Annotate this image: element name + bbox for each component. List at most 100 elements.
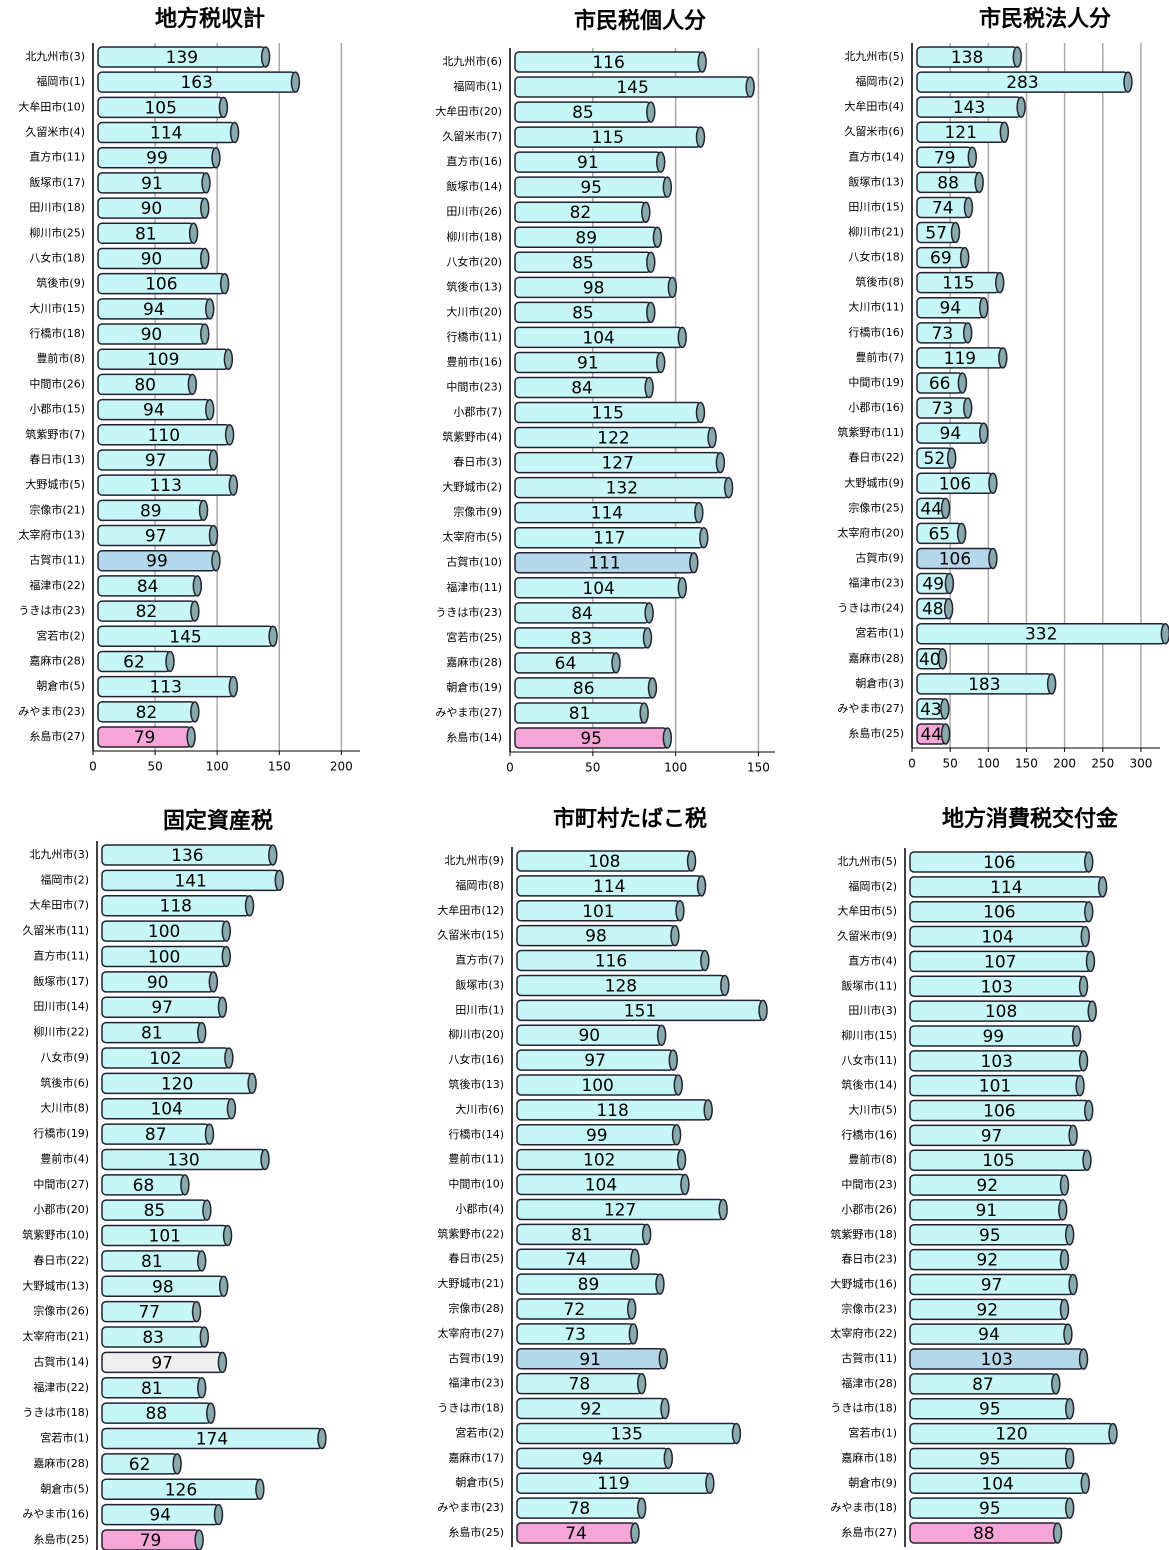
y-tick-label: 直方市(7) bbox=[455, 953, 504, 967]
y-tick-label: 春日市(25) bbox=[448, 1251, 504, 1265]
x-tick-label: 50 bbox=[147, 760, 162, 774]
bar-cap bbox=[967, 146, 978, 169]
bar-cap bbox=[1071, 1025, 1082, 1047]
bar-cap bbox=[180, 1174, 190, 1196]
value-label: 120 bbox=[161, 1074, 193, 1094]
value-label: 141 bbox=[174, 871, 206, 891]
bar-cap bbox=[944, 572, 955, 595]
chart-title: 地方税収計 bbox=[155, 6, 265, 32]
bar-cap bbox=[223, 348, 234, 370]
value-label: 103 bbox=[981, 977, 1013, 997]
value-label: 106 bbox=[983, 903, 1015, 923]
bar-cap bbox=[226, 1097, 237, 1120]
chart: 市民税個人分 0 50 100 150 北九州市(6) 116 福岡市(1) 145 大牟田市(2… bbox=[435, 8, 775, 775]
value-label: 95 bbox=[979, 1400, 1001, 1420]
y-tick-label: 柳川市(18) bbox=[446, 229, 502, 243]
value-label: 92 bbox=[580, 1400, 602, 1420]
bar-cap bbox=[1068, 1124, 1078, 1147]
value-label: 69 bbox=[930, 249, 952, 269]
value-label: 80 bbox=[134, 375, 156, 395]
value-label: 132 bbox=[606, 479, 638, 499]
bar-cap bbox=[963, 196, 974, 219]
y-tick-label: 大野城市(9) bbox=[844, 475, 904, 489]
value-label: 115 bbox=[942, 274, 974, 294]
y-tick-label: みやま市(27) bbox=[837, 701, 904, 715]
bar-cap bbox=[655, 151, 666, 173]
bar-cap bbox=[190, 600, 200, 622]
y-tick-label: 宮若市(2) bbox=[455, 1425, 504, 1439]
bar-cap bbox=[639, 702, 649, 724]
y-tick-label: 宗像市(26) bbox=[33, 1304, 89, 1318]
y-tick-label: 福岡市(1) bbox=[36, 74, 85, 88]
value-label: 100 bbox=[148, 947, 180, 967]
y-tick-label: 久留米市(7) bbox=[442, 129, 502, 143]
y-tick-label: 嘉麻市(18) bbox=[841, 1450, 897, 1464]
bar-cap bbox=[1083, 851, 1094, 873]
bar-cap bbox=[718, 1198, 728, 1221]
value-label: 99 bbox=[982, 1027, 1004, 1047]
y-tick-label: 豊前市(16) bbox=[446, 354, 502, 368]
bar-cap bbox=[686, 850, 697, 872]
y-tick-label: 八女市(9) bbox=[40, 1050, 89, 1064]
bar-cap bbox=[244, 894, 255, 917]
bar-cap bbox=[1012, 46, 1023, 68]
bar-cap bbox=[644, 376, 654, 399]
bar-cap bbox=[956, 522, 967, 545]
bar-cap bbox=[191, 1300, 202, 1323]
bar-cap bbox=[224, 424, 235, 446]
value-label: 66 bbox=[929, 374, 951, 394]
value-label: 99 bbox=[586, 1126, 608, 1146]
y-tick-label: 八女市(18) bbox=[29, 250, 85, 264]
y-tick-label: 小郡市(4) bbox=[455, 1201, 504, 1215]
y-tick-label: 大野城市(2) bbox=[442, 480, 502, 494]
value-label: 95 bbox=[580, 178, 602, 198]
y-tick-label: 嘉麻市(28) bbox=[446, 655, 502, 669]
y-tick-label: 嘉麻市(17) bbox=[448, 1450, 504, 1464]
y-tick-label: 筑後市(9) bbox=[36, 276, 85, 290]
y-tick-label: 太宰府市(27) bbox=[437, 1326, 504, 1340]
bar-cap bbox=[218, 1275, 229, 1298]
bar-cap bbox=[204, 1123, 215, 1145]
value-label: 44 bbox=[920, 725, 942, 745]
y-tick-label: 大川市(5) bbox=[848, 1103, 897, 1117]
value-label: 90 bbox=[141, 249, 163, 269]
bar-cap bbox=[228, 474, 239, 496]
value-label: 81 bbox=[141, 1379, 163, 1399]
value-label: 91 bbox=[141, 174, 163, 194]
value-label: 108 bbox=[985, 1002, 1017, 1022]
bar-cap bbox=[1075, 1074, 1085, 1097]
bar-cap bbox=[208, 971, 219, 993]
y-tick-label: 朝倉市(5) bbox=[455, 1475, 504, 1489]
value-label: 145 bbox=[169, 627, 201, 647]
y-tick-label: 久留米市(15) bbox=[437, 928, 504, 942]
bar-cap bbox=[268, 625, 278, 648]
x-tick-label: 100 bbox=[977, 757, 1000, 771]
bar-cap bbox=[676, 1148, 687, 1171]
value-label: 95 bbox=[979, 1449, 1001, 1469]
bar-cap bbox=[1059, 1174, 1070, 1196]
value-label: 102 bbox=[149, 1049, 181, 1069]
bar-cap bbox=[1160, 622, 1169, 645]
value-label: 283 bbox=[1006, 73, 1038, 93]
value-label: 105 bbox=[982, 1151, 1014, 1171]
y-tick-label: 行橋市(19) bbox=[33, 1126, 89, 1140]
y-tick-label: みやま市(16) bbox=[22, 1507, 89, 1521]
bar-cap bbox=[758, 999, 768, 1022]
bar-cap bbox=[707, 426, 717, 449]
bar-cap bbox=[705, 1472, 715, 1494]
y-tick-label: 柳川市(22) bbox=[33, 1025, 89, 1039]
y-tick-label: 行橋市(16) bbox=[848, 325, 904, 339]
value-label: 82 bbox=[136, 602, 158, 622]
value-label: 83 bbox=[570, 629, 592, 649]
x-tick-label: 0 bbox=[908, 757, 916, 771]
value-label: 88 bbox=[146, 1404, 168, 1424]
y-tick-label: 大野城市(16) bbox=[830, 1276, 897, 1290]
bar-cap bbox=[1080, 925, 1091, 948]
value-label: 79 bbox=[140, 1531, 162, 1550]
value-label: 87 bbox=[145, 1125, 167, 1145]
x-tick-label: 0 bbox=[89, 760, 97, 774]
value-label: 104 bbox=[981, 928, 1013, 948]
value-label: 79 bbox=[134, 728, 156, 748]
